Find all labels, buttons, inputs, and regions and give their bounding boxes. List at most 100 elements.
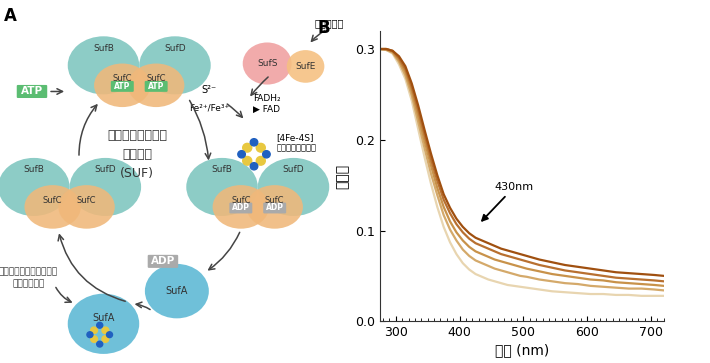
- Circle shape: [97, 322, 103, 328]
- 40分: [523, 254, 531, 258]
- Circle shape: [243, 156, 252, 165]
- 20分: [433, 185, 442, 190]
- 30分: [452, 222, 461, 227]
- Circle shape: [97, 341, 103, 347]
- 40分: [650, 273, 659, 277]
- Text: ▶ FAD: ▶ FAD: [253, 105, 280, 114]
- 10分: [452, 238, 461, 242]
- Circle shape: [243, 143, 252, 152]
- 0分: [376, 47, 384, 51]
- Text: ATP: ATP: [21, 86, 43, 97]
- 30分: [427, 156, 435, 161]
- 20分: [427, 163, 435, 167]
- 0分: [459, 261, 467, 265]
- 10分: [408, 93, 416, 97]
- 10分: [548, 279, 557, 284]
- 20分: [484, 255, 493, 259]
- Ellipse shape: [67, 294, 139, 354]
- 30分: [612, 276, 621, 280]
- Text: SufC: SufC: [146, 74, 166, 83]
- Ellipse shape: [0, 158, 70, 216]
- 20分: [561, 274, 569, 278]
- 40分: [497, 246, 506, 251]
- 10分: [599, 285, 608, 289]
- Text: SufD: SufD: [283, 166, 305, 174]
- Ellipse shape: [128, 64, 185, 107]
- 0分: [408, 98, 416, 103]
- Text: SufC: SufC: [265, 196, 285, 205]
- 40分: [586, 266, 595, 271]
- Text: ADP: ADP: [232, 204, 250, 212]
- Circle shape: [102, 327, 109, 334]
- 40分: [382, 47, 390, 51]
- 20分: [599, 278, 608, 282]
- 20分: [660, 284, 668, 288]
- 40分: [612, 270, 621, 274]
- 40分: [484, 241, 493, 245]
- 10分: [586, 284, 595, 288]
- 0分: [401, 77, 410, 81]
- 30分: [516, 257, 525, 262]
- 40分: [491, 244, 499, 248]
- 20分: [401, 69, 410, 74]
- 40分: [433, 173, 442, 177]
- 0分: [382, 48, 390, 52]
- 0分: [510, 284, 518, 288]
- 20分: [638, 282, 646, 286]
- 30分: [382, 47, 390, 51]
- 30分: [523, 259, 531, 264]
- 10分: [439, 213, 448, 217]
- 20分: [439, 205, 448, 209]
- Ellipse shape: [58, 185, 115, 229]
- 30分: [650, 278, 659, 282]
- 40分: [465, 231, 474, 235]
- 20分: [395, 58, 403, 62]
- 0分: [452, 252, 461, 256]
- 30分: [574, 270, 582, 274]
- 0分: [414, 127, 422, 131]
- Ellipse shape: [67, 36, 139, 94]
- 30分: [439, 197, 448, 202]
- X-axis label: 波長 (nm): 波長 (nm): [495, 343, 549, 357]
- 0分: [497, 281, 506, 285]
- 10分: [388, 50, 397, 55]
- Text: 目的の鉄硫黄タンパク質
への受け渡し: 目的の鉄硫黄タンパク質 への受け渡し: [0, 267, 58, 289]
- Text: SufA: SufA: [165, 286, 188, 296]
- Y-axis label: 吸光度: 吸光度: [335, 163, 349, 189]
- FancyBboxPatch shape: [263, 203, 286, 213]
- 20分: [420, 138, 429, 143]
- 10分: [382, 48, 390, 52]
- 40分: [376, 47, 384, 51]
- Text: SufC: SufC: [113, 74, 132, 83]
- 20分: [414, 113, 422, 117]
- Line: 10分: 10分: [380, 49, 664, 290]
- 0分: [446, 240, 454, 245]
- 30分: [395, 56, 403, 60]
- Ellipse shape: [287, 50, 324, 83]
- 30分: [388, 49, 397, 53]
- 0分: [548, 289, 557, 293]
- 30分: [503, 254, 512, 258]
- Ellipse shape: [24, 185, 81, 229]
- 40分: [599, 268, 608, 273]
- 30分: [408, 85, 416, 89]
- 0分: [388, 51, 397, 56]
- 10分: [478, 261, 486, 265]
- 30分: [459, 230, 467, 234]
- FancyBboxPatch shape: [145, 81, 168, 92]
- Text: Fe²⁺/Fe³⁺: Fe²⁺/Fe³⁺: [189, 104, 229, 113]
- 30分: [420, 132, 429, 136]
- 0分: [650, 294, 659, 298]
- 0分: [523, 285, 531, 290]
- 30分: [465, 237, 474, 241]
- Circle shape: [106, 332, 112, 338]
- 20分: [452, 230, 461, 234]
- 10分: [503, 270, 512, 274]
- Text: 430nm: 430nm: [482, 182, 534, 221]
- 40分: [660, 274, 668, 278]
- Text: B: B: [317, 19, 330, 37]
- 0分: [395, 62, 403, 67]
- 40分: [638, 272, 646, 276]
- 10分: [446, 227, 454, 232]
- Ellipse shape: [94, 64, 151, 107]
